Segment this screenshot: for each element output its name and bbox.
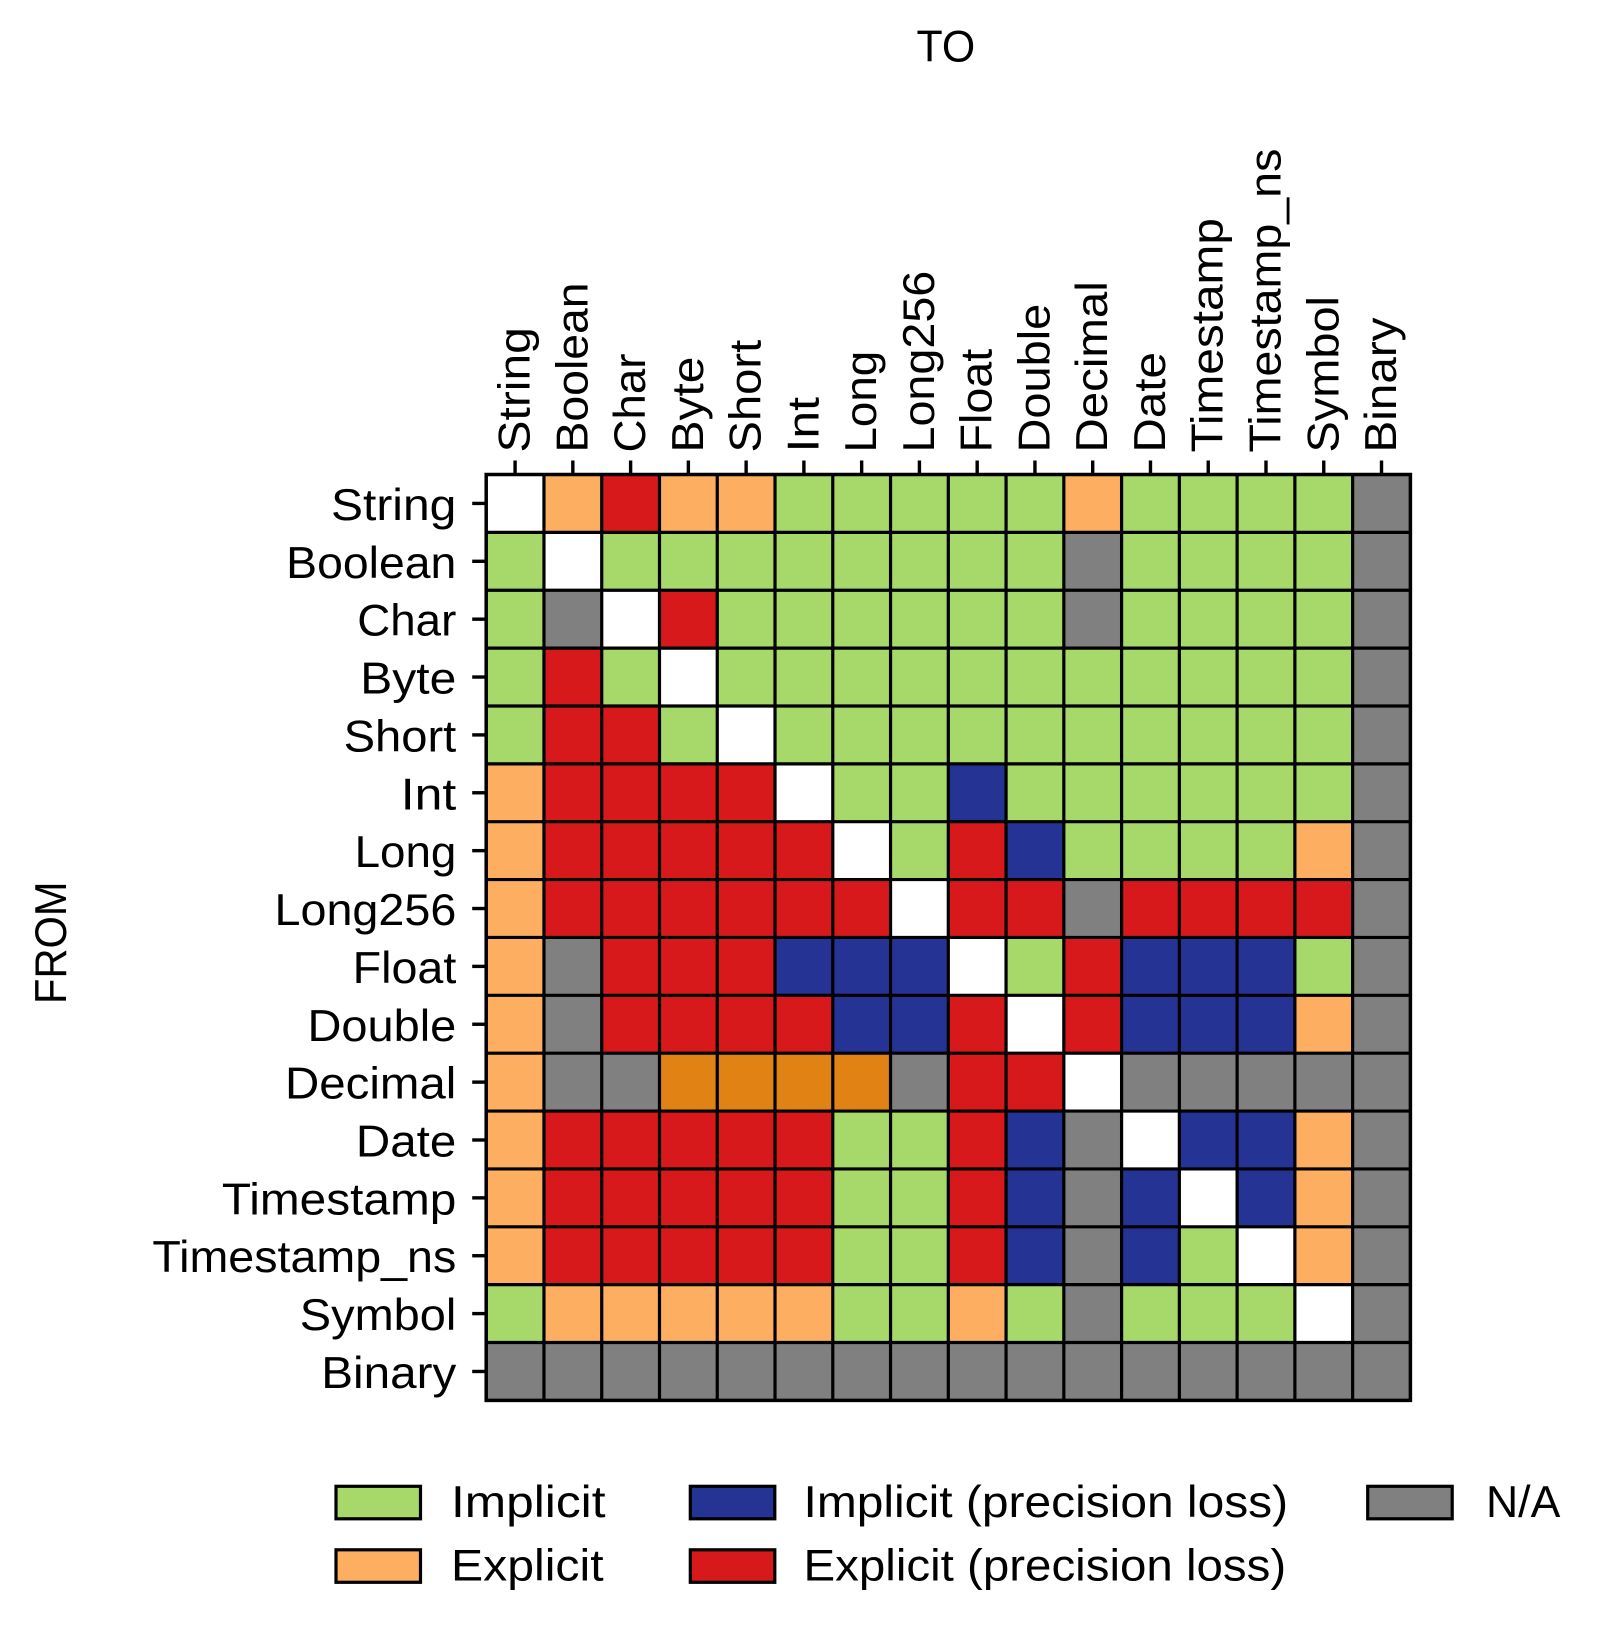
svg-text:String: String (331, 481, 456, 530)
svg-text:N/A: N/A (1486, 1478, 1561, 1527)
svg-text:String: String (491, 327, 540, 452)
svg-text:Explicit: Explicit (451, 1542, 604, 1591)
svg-text:Decimal: Decimal (1068, 281, 1117, 452)
svg-text:Timestamp: Timestamp (222, 1175, 456, 1224)
svg-text:Long256: Long256 (275, 886, 457, 935)
svg-text:Timestamp_ns: Timestamp_ns (152, 1233, 456, 1282)
svg-text:Decimal: Decimal (285, 1060, 456, 1109)
svg-text:Long: Long (355, 828, 457, 877)
svg-text:Date: Date (356, 1117, 456, 1166)
svg-text:Float: Float (353, 944, 457, 993)
svg-text:Char: Char (606, 353, 655, 452)
svg-text:Implicit (precision loss): Implicit (precision loss) (804, 1478, 1289, 1527)
svg-text:Date: Date (1126, 352, 1175, 452)
svg-text:Long256: Long256 (895, 271, 944, 453)
svg-text:Int: Int (779, 396, 828, 452)
svg-text:TO: TO (917, 23, 976, 72)
svg-text:Double: Double (308, 1002, 457, 1051)
svg-text:Boolean: Boolean (286, 539, 456, 588)
svg-text:Byte: Byte (664, 357, 713, 453)
svg-text:Symbol: Symbol (300, 1291, 457, 1340)
svg-text:Float: Float (953, 348, 1002, 452)
svg-text:Short: Short (344, 712, 457, 761)
svg-text:Timestamp: Timestamp (1184, 218, 1233, 452)
svg-text:Double: Double (1010, 304, 1059, 453)
svg-text:Long: Long (837, 351, 886, 453)
svg-text:Binary: Binary (321, 1349, 457, 1398)
svg-text:Implicit: Implicit (451, 1478, 606, 1527)
svg-text:Short: Short (722, 339, 771, 452)
svg-text:Symbol: Symbol (1299, 296, 1348, 453)
svg-text:Char: Char (357, 597, 456, 646)
svg-text:Int: Int (401, 770, 457, 819)
svg-text:Boolean: Boolean (548, 282, 597, 452)
svg-text:Timestamp_ns: Timestamp_ns (1241, 149, 1290, 453)
svg-text:FROM: FROM (27, 881, 76, 1004)
svg-text:Byte: Byte (360, 655, 456, 704)
svg-text:Binary: Binary (1357, 317, 1406, 453)
svg-text:Explicit (precision loss): Explicit (precision loss) (804, 1542, 1287, 1591)
